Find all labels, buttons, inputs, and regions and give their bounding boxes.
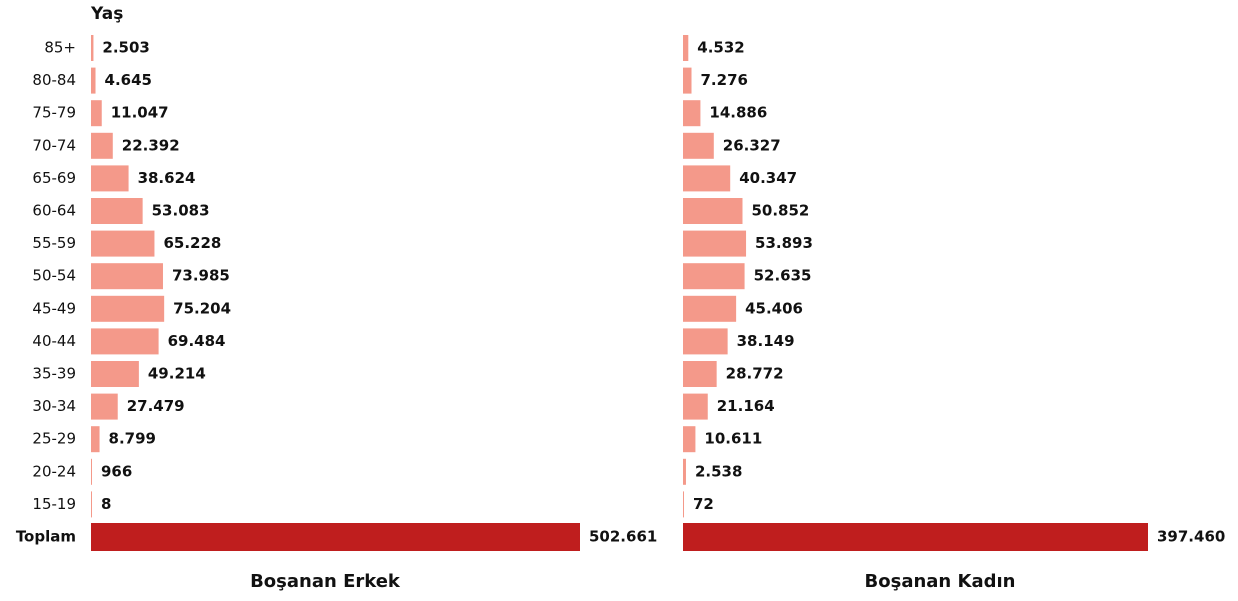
value-label: 45.406	[745, 299, 803, 317]
value-label: 40.347	[739, 169, 797, 187]
bar	[683, 198, 743, 224]
value-label: 72	[693, 495, 714, 513]
value-label: 69.484	[168, 332, 226, 350]
value-label: 65.228	[163, 234, 221, 252]
bar	[91, 35, 94, 61]
value-label: 27.479	[127, 397, 185, 415]
value-label: 53.893	[755, 234, 813, 252]
bar	[683, 165, 731, 192]
value-label: 4.645	[105, 71, 152, 89]
value-label: 38.149	[737, 332, 795, 350]
bar	[683, 458, 686, 485]
value-label: 397.460	[1157, 528, 1225, 546]
value-label: 50.852	[751, 202, 809, 220]
bar	[683, 230, 747, 257]
bar	[91, 523, 580, 551]
y-axis-label: Yaş	[90, 4, 123, 24]
category-label: 40-44	[32, 332, 76, 350]
value-label: 10.611	[704, 430, 762, 448]
value-label: 22.392	[122, 136, 180, 154]
category-label: Toplam	[16, 528, 76, 546]
bar	[91, 426, 100, 453]
value-label: 28.772	[726, 365, 784, 383]
value-label: 53.083	[152, 202, 210, 220]
bar	[683, 426, 696, 453]
bar	[91, 491, 92, 518]
bar	[91, 263, 163, 290]
bar	[91, 230, 155, 257]
bar	[683, 263, 745, 290]
bar	[91, 198, 143, 224]
category-label: 70-74	[32, 136, 76, 154]
value-label: 7.276	[701, 71, 748, 89]
series-name: Boşanan Kadın	[865, 571, 1016, 592]
bar	[91, 393, 118, 420]
bar	[91, 295, 165, 322]
bar	[683, 393, 708, 420]
value-label: 502.661	[589, 528, 657, 546]
category-label: 55-59	[32, 234, 76, 252]
bar	[683, 295, 737, 322]
value-label: 52.635	[754, 267, 812, 285]
category-label: 85+	[44, 39, 76, 57]
bar	[683, 67, 692, 94]
value-label: 26.327	[723, 136, 781, 154]
bar	[91, 67, 96, 94]
value-label: 8	[101, 495, 111, 513]
bar	[91, 132, 113, 159]
bar	[683, 523, 1148, 551]
value-label: 49.214	[148, 365, 206, 383]
value-label: 8.799	[109, 430, 156, 448]
category-label: 60-64	[32, 202, 76, 220]
bar	[683, 491, 684, 518]
category-label: 50-54	[32, 267, 76, 285]
value-label: 2.503	[102, 39, 149, 57]
bar	[91, 458, 92, 485]
category-label: 45-49	[32, 299, 76, 317]
value-label: 2.538	[695, 462, 742, 480]
bar	[683, 361, 717, 387]
bar	[91, 328, 159, 355]
bar	[91, 361, 139, 387]
category-label: 80-84	[32, 71, 76, 89]
value-label: 966	[101, 462, 132, 480]
category-label: 35-39	[32, 365, 76, 383]
category-label: 75-79	[32, 104, 76, 122]
category-label: 30-34	[32, 397, 76, 415]
value-label: 38.624	[138, 169, 196, 187]
value-label: 75.204	[173, 299, 231, 317]
category-label: 65-69	[32, 169, 76, 187]
value-label: 11.047	[111, 104, 169, 122]
bar	[683, 100, 701, 127]
value-label: 4.532	[697, 39, 744, 57]
category-label: 20-24	[32, 462, 76, 480]
value-label: 14.886	[709, 104, 767, 122]
value-label: 73.985	[172, 267, 230, 285]
bar	[683, 132, 714, 159]
category-label: 15-19	[32, 495, 76, 513]
bar	[91, 165, 129, 192]
bar	[683, 35, 689, 61]
value-label: 21.164	[717, 397, 775, 415]
series-name: Boşanan Erkek	[250, 571, 401, 592]
bar	[683, 328, 728, 355]
bar	[91, 100, 102, 127]
category-label: 25-29	[32, 430, 76, 448]
